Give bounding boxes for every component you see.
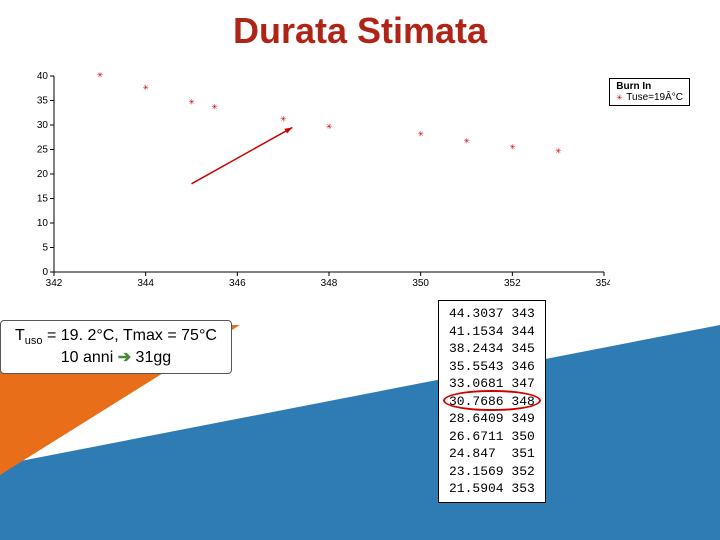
svg-text:348: 348 — [321, 278, 338, 289]
table-row: 28.6409 349 — [449, 410, 535, 428]
svg-text:✳: ✳ — [555, 146, 561, 157]
svg-text:20: 20 — [37, 169, 49, 180]
table-row: 41.1534 344 — [449, 323, 535, 341]
legend-title: Burn In — [616, 81, 683, 92]
svg-text:35: 35 — [37, 96, 49, 107]
svg-text:346: 346 — [229, 278, 246, 289]
legend-marker-icon: ✳ — [616, 92, 622, 103]
highlight-ellipse — [443, 390, 541, 412]
svg-text:✳: ✳ — [509, 142, 515, 153]
svg-text:342: 342 — [46, 278, 63, 289]
svg-text:✳: ✳ — [280, 114, 286, 125]
svg-text:✳: ✳ — [211, 101, 217, 112]
svg-text:✳: ✳ — [143, 82, 149, 93]
table-row: 23.1569 352 — [449, 463, 535, 481]
chart-legend: Burn In ✳ Tuse=19Â°C — [609, 78, 690, 106]
svg-text:✳: ✳ — [188, 97, 194, 108]
page-title: Durata Stimata — [0, 0, 720, 52]
legend-entry-label: Tuse=19Â°C — [626, 92, 683, 103]
svg-text:✳: ✳ — [326, 121, 332, 132]
svg-text:352: 352 — [504, 278, 521, 289]
title-text: Durata Stimata — [233, 10, 487, 51]
svg-text:30: 30 — [37, 120, 49, 131]
svg-text:344: 344 — [137, 278, 154, 289]
svg-text:5: 5 — [42, 243, 48, 254]
svg-text:354: 354 — [596, 278, 610, 289]
table-row: 21.5904 353 — [449, 480, 535, 498]
table-row: 24.847 351 — [449, 445, 535, 463]
info-t-prefix: T — [15, 327, 25, 344]
info-line1-rest: = 19. 2°C, Tmax = 75°C — [43, 327, 217, 344]
info-t-subscript: uso — [25, 335, 43, 347]
table-row: 44.3037 343 — [449, 305, 535, 323]
svg-text:25: 25 — [37, 145, 49, 156]
svg-text:10: 10 — [37, 218, 49, 229]
table-row: 26.6711 350 — [449, 428, 535, 446]
svg-text:✳: ✳ — [97, 70, 103, 81]
info-line-1: Tuso = 19. 2°C, Tmax = 75°C — [15, 327, 217, 347]
info-line2-text: 10 anni ➔ 31gg — [61, 349, 171, 366]
svg-text:350: 350 — [412, 278, 429, 289]
scatter-chart: 0 5 10 15 20 25 30 35 40 342 344 346 348 350 352 354 ✳ ✳ ✳… — [30, 70, 610, 290]
legend-entry: ✳ Tuse=19Â°C — [616, 92, 683, 103]
table-row: 35.5543 346 — [449, 358, 535, 376]
svg-text:40: 40 — [37, 71, 49, 82]
svg-text:0: 0 — [42, 267, 48, 278]
svg-text:15: 15 — [37, 194, 49, 205]
table-row: 38.2434 345 — [449, 340, 535, 358]
svg-text:✳: ✳ — [463, 136, 469, 147]
svg-text:✳: ✳ — [418, 128, 424, 139]
info-line-2: 10 anni ➔ 31gg — [15, 347, 217, 367]
info-callout: Tuso = 19. 2°C, Tmax = 75°C 10 anni ➔ 31… — [0, 320, 232, 374]
